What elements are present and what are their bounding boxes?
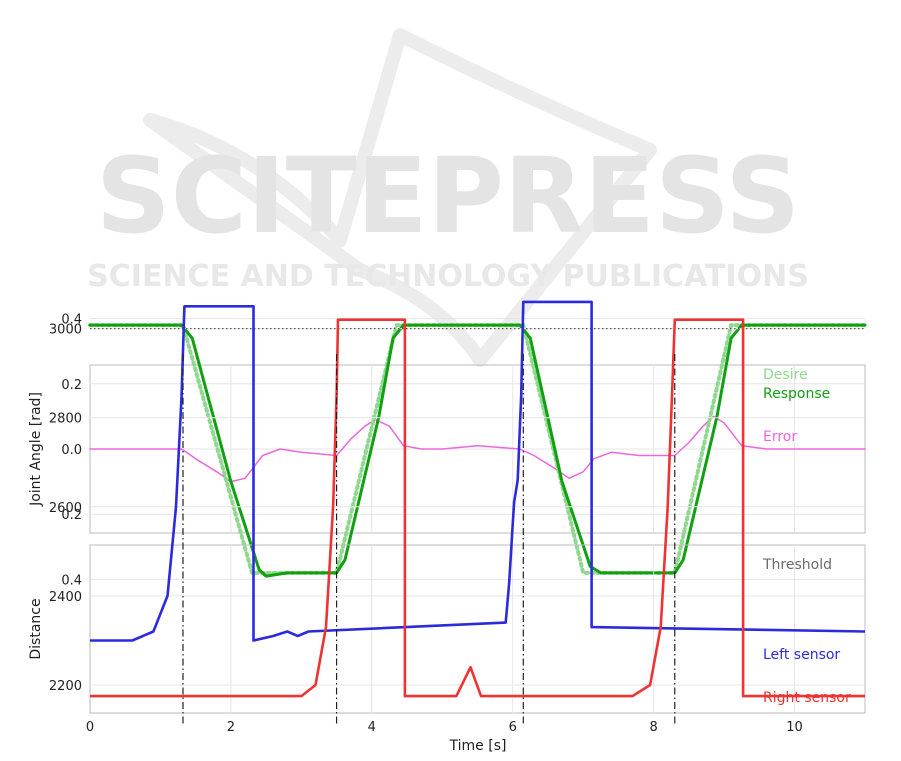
series-line-right-sensor <box>90 318 865 698</box>
x-tick-label: 10 <box>786 720 803 735</box>
x-tick-label: 0 <box>86 720 94 735</box>
legend-label-response: Response <box>763 386 830 402</box>
legend-label-error: Error <box>763 429 797 445</box>
distance-grid <box>90 328 865 713</box>
distance-legend: Threshold Left sensor Right sensor <box>762 557 851 706</box>
y-tick-label: 3000 <box>49 323 82 338</box>
watermark-title: SCITEPRESS <box>96 135 800 257</box>
legend-label-left-sensor: Left sensor <box>763 647 840 663</box>
joint-angle-y-axis-label: Joint Angle [rad] <box>28 392 44 507</box>
time-x-axis-label: Time [s] <box>449 738 507 754</box>
legend-label-threshold: Threshold <box>762 557 832 573</box>
y-tick-label: 0.2 <box>61 378 82 393</box>
joint-angle-panel: 0.4 0.2 0.0 0.2 0.4 Desire Response Error Join… <box>28 313 867 589</box>
legend-label-right-sensor: Right sensor <box>763 690 851 706</box>
series-line-left-sensor <box>90 300 866 642</box>
y-tick-label: 0.0 <box>61 443 82 458</box>
distance-panel: 2200 2400 2600 2800 3000 0 2 4 6 8 10 Threshold Le… <box>28 300 866 754</box>
distance-y-axis-label: Distance <box>28 598 44 659</box>
x-tick-label: 4 <box>368 720 376 735</box>
distance-y-ticks: 2200 2400 2600 2800 3000 <box>49 323 82 694</box>
watermark-book-shape <box>143 28 657 367</box>
distance-series <box>90 300 866 698</box>
joint-angle-y-ticks: 0.4 0.2 0.0 0.2 0.4 <box>61 313 82 589</box>
event-lines <box>182 354 676 724</box>
watermark-subtitle: SCIENCE AND TECHNOLOGY PUBLICATIONS <box>87 259 809 294</box>
time-x-ticks: 0 2 4 6 8 10 <box>86 720 803 735</box>
distance-plot-area <box>89 544 866 714</box>
y-tick-label: 2400 <box>49 590 82 605</box>
y-tick-label: 0.4 <box>61 313 82 328</box>
y-tick-label: 2200 <box>49 679 82 694</box>
y-tick-label: 2600 <box>49 501 82 516</box>
y-tick-label: 0.2 <box>61 508 82 523</box>
x-tick-label: 6 <box>509 720 517 735</box>
y-tick-label: 2800 <box>49 412 82 427</box>
y-tick-label: 0.4 <box>61 573 82 588</box>
joint-angle-legend: Desire Response Error <box>763 367 830 445</box>
publisher-watermark: SCITEPRESS SCIENCE AND TECHNOLOGY PUBLIC… <box>87 28 809 367</box>
x-tick-label: 8 <box>649 720 657 735</box>
x-tick-label: 2 <box>227 720 235 735</box>
legend-label-desire: Desire <box>763 367 808 383</box>
